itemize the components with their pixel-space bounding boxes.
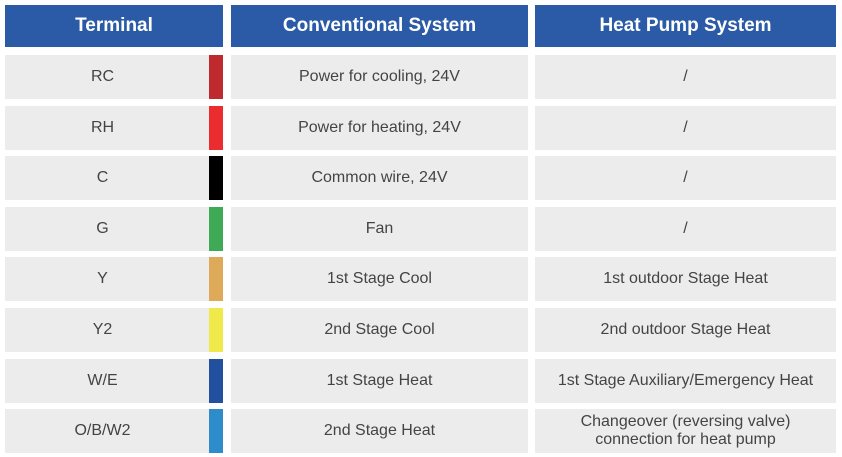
- heat-pump-cell: 1st Stage Auxiliary/Emergency Heat: [535, 358, 836, 403]
- heat-pump-cell: /: [535, 206, 836, 251]
- conventional-cell: 2nd Stage Cool: [231, 308, 528, 352]
- column-header: Terminal: [5, 5, 223, 47]
- terminal-cell: Y2: [5, 308, 200, 352]
- wire-color: [209, 55, 223, 99]
- terminal-cell: G: [5, 206, 200, 251]
- wire-color: [209, 156, 223, 201]
- heat-pump-cell: 2nd outdoor Stage Heat: [535, 308, 836, 352]
- conventional-cell: 2nd Stage Heat: [231, 409, 528, 454]
- heat-pump-cell: /: [535, 55, 836, 99]
- column-header: Heat Pump System: [535, 5, 836, 47]
- heat-pump-cell: 1st outdoor Stage Heat: [535, 257, 836, 302]
- wire-color: [209, 105, 223, 150]
- terminal-cell: C: [5, 156, 200, 201]
- heat-pump-cell: Changeover (reversing valve) connection …: [535, 409, 836, 454]
- conventional-cell: 1st Stage Cool: [231, 257, 528, 302]
- terminal-cell: W/E: [5, 358, 200, 403]
- conventional-cell: Fan: [231, 206, 528, 251]
- terminal-cell: RH: [5, 105, 200, 150]
- wire-color: [209, 358, 223, 403]
- conventional-cell: Common wire, 24V: [231, 156, 528, 201]
- terminal-cell: Y: [5, 257, 200, 302]
- conventional-cell: Power for cooling, 24V: [231, 55, 528, 99]
- terminal-cell: RC: [5, 55, 200, 99]
- heat-pump-cell: /: [535, 156, 836, 201]
- wire-color: [209, 409, 223, 454]
- wire-color: [209, 206, 223, 251]
- wire-color: [209, 308, 223, 352]
- heat-pump-cell: /: [535, 105, 836, 150]
- terminal-cell: O/B/W2: [5, 409, 200, 454]
- wire-color: [209, 257, 223, 302]
- column-header: Conventional System: [231, 5, 528, 47]
- conventional-cell: 1st Stage Heat: [231, 358, 528, 403]
- conventional-cell: Power for heating, 24V: [231, 105, 528, 150]
